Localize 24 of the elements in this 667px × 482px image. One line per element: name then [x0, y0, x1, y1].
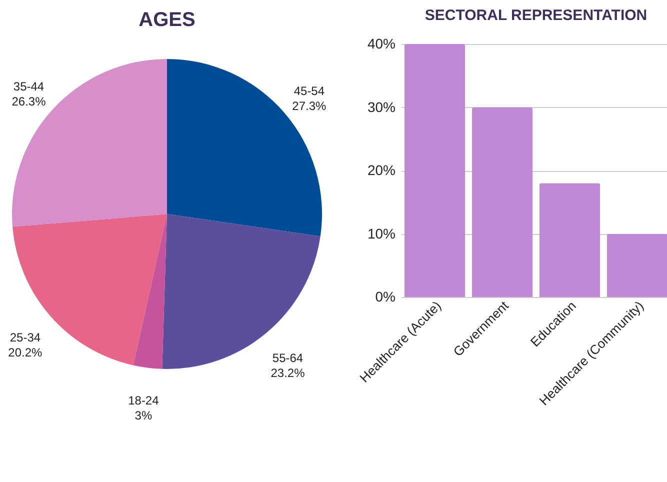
data-label: 23.2%	[270, 366, 306, 380]
y-tick-label: 30%	[367, 98, 396, 115]
bar	[606, 234, 667, 297]
data-label: 27.3%	[292, 99, 327, 114]
y-tick-label: 20%	[367, 162, 396, 178]
y-tick-label: 10%	[367, 225, 396, 242]
slice-label: 45-54	[294, 84, 325, 98]
pie-slice	[12, 59, 167, 227]
bar	[472, 107, 533, 297]
data-label: 26.3%	[12, 94, 46, 109]
data-label: 20.2%	[8, 345, 43, 360]
slice-label: 18-24	[128, 394, 160, 408]
y-tick-label: 0%	[375, 288, 396, 304]
slice-label: 55-64	[272, 351, 304, 366]
slice-label: 25-34	[10, 330, 41, 344]
pie-slice	[133, 214, 167, 369]
chart-title: SECTORAL REPRESENTATION	[424, 7, 648, 24]
pie-slice	[162, 214, 320, 369]
data-label: 3%	[134, 408, 152, 423]
slice-label: 35-44	[13, 80, 44, 94]
y-tick-label: 40%	[367, 36, 396, 52]
bar	[539, 183, 600, 297]
chart-title: AGES	[138, 9, 196, 31]
bar	[404, 44, 466, 297]
